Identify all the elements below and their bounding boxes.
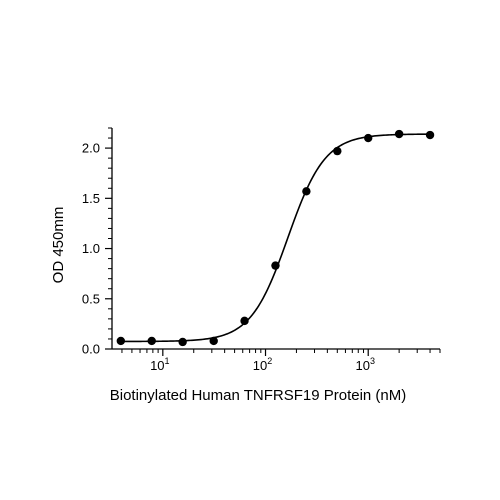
data-point xyxy=(333,146,342,156)
y-axis: 0.0 0.5 1.0 1.5 2.0 xyxy=(82,127,113,357)
data-point xyxy=(178,337,187,347)
x-axis-title: Biotinylated Human TNFRSF19 Protein (nM) xyxy=(110,387,407,404)
y-tick-label: 1.5 xyxy=(82,191,100,206)
x-tick-label: 102 xyxy=(253,356,272,373)
y-tick-label: 2.0 xyxy=(82,141,100,156)
y-tick-label: 1.0 xyxy=(82,241,100,256)
y-axis-title: OD 450mm xyxy=(50,207,67,284)
data-point xyxy=(240,316,249,326)
data-point xyxy=(425,130,435,140)
fit-curve-layer xyxy=(120,133,431,343)
data-point xyxy=(116,336,126,346)
data-point xyxy=(302,187,311,196)
fit-curve xyxy=(120,133,431,343)
data-points-layer xyxy=(116,129,435,347)
y-tick-label: 0.0 xyxy=(82,342,100,357)
data-point xyxy=(271,261,280,270)
y-tick-label: 0.5 xyxy=(82,291,100,306)
x-tick-label: 101 xyxy=(150,356,169,373)
data-point xyxy=(394,129,404,139)
data-point xyxy=(147,336,156,346)
x-tick-label: 103 xyxy=(355,356,374,373)
x-axis: 101 102 103 xyxy=(112,348,441,373)
data-point xyxy=(364,133,373,143)
data-point xyxy=(209,336,218,346)
